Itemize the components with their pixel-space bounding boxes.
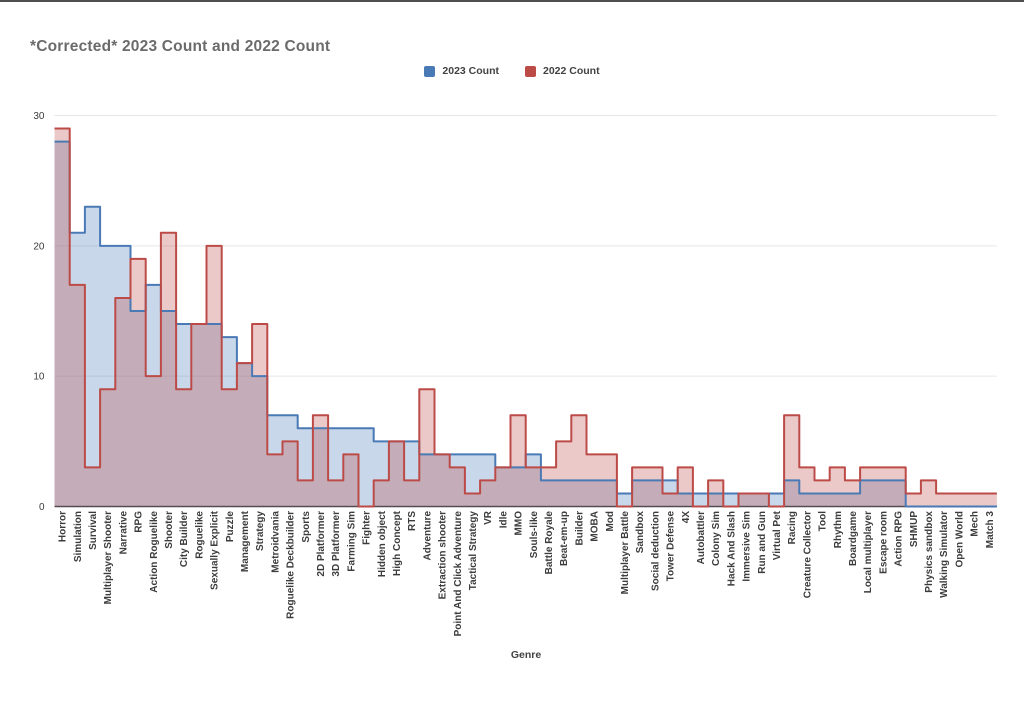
y-tick-label: 30 [33, 111, 45, 122]
x-tick-label: Racing [787, 511, 798, 544]
legend-item-2023: 2023 Count [424, 65, 499, 77]
x-tick-label: MMO [514, 511, 525, 536]
legend-label-2023: 2023 Count [442, 65, 499, 77]
x-tick-label: Survival [88, 511, 99, 550]
y-tick-label: 20 [33, 241, 45, 252]
x-tick-label: Battle Royale [544, 511, 555, 575]
x-tick-label: Management [240, 510, 251, 572]
x-tick-label: Physics sandbox [924, 511, 935, 593]
x-tick-label: Multiplayer Battle [620, 511, 631, 595]
x-tick-label: Walking Simulator [939, 511, 950, 598]
x-tick-label: Souls-like [529, 511, 540, 559]
x-tick-label: Tower Defense [666, 511, 677, 582]
x-tick-label: Social deduction [650, 511, 661, 591]
legend-label-2022: 2022 Count [543, 65, 600, 77]
x-tick-label: Mech [970, 511, 981, 537]
x-tick-label: High Concept [392, 510, 403, 576]
stepped-area-chart[interactable]: 0 10 20 30 Horror Simulation Survival Multiplay… [0, 0, 1024, 660]
x-tick-label: Point And Click Adventure [453, 511, 464, 637]
x-tick-label: RTS [407, 511, 418, 531]
x-tick-label: Builder [574, 511, 585, 546]
x-tick-label: Narrative [118, 511, 129, 555]
x-tick-label: Escape room [878, 511, 889, 574]
x-tick-label: Tactical Strategy [468, 511, 479, 591]
x-tick-label: Shooter [164, 511, 175, 549]
x-tick-label: Boardgame [848, 511, 859, 566]
y-tick-label: 10 [33, 372, 45, 383]
x-tick-label: Virtual Pet [772, 510, 783, 560]
x-tick-label: 3D Platformer [331, 511, 342, 577]
x-tick-label: RPG [134, 511, 145, 533]
x-tick-label: Multiplayer Shooter [103, 511, 114, 604]
x-tick-label: Sandbox [635, 511, 646, 554]
x-tick-label: Idle [498, 511, 509, 529]
x-tick-label: Action Roguelike [149, 511, 160, 593]
x-tick-label: Roguelike [194, 511, 205, 559]
window-top-edge [0, 0, 1024, 2]
legend-swatch-2022-icon [525, 65, 536, 77]
x-tick-label: Strategy [255, 511, 266, 551]
x-tick-label: Sports [301, 511, 312, 543]
legend-item-2022: 2022 Count [525, 65, 600, 77]
x-tick-label: Horror [58, 511, 69, 542]
chart-legend: 2023 Count 2022 Count [0, 65, 1024, 77]
x-tick-label: Rhythm [833, 511, 844, 548]
series-line-2022-count [54, 127, 997, 508]
x-tick-label: Autobattler [696, 511, 707, 564]
x-tick-label: Mod [605, 511, 616, 532]
x-tick-label: Simulation [73, 511, 84, 562]
x-tick-label: Roguelike Deckbuilder [286, 511, 297, 619]
chart-title: *Corrected* 2023 Count and 2022 Count [30, 38, 331, 56]
x-tick-label: Immersive Sim [742, 511, 753, 582]
x-tick-label: Open World [954, 511, 965, 567]
x-tick-label: Extraction shooter [438, 511, 449, 599]
x-tick-label: Sexually Explicit [210, 510, 221, 590]
x-tick-label: Beat-em-up [559, 511, 570, 566]
x-tick-label: Metroidvania [270, 511, 281, 573]
legend-swatch-2023-icon [424, 65, 436, 77]
x-tick-label: Farming Sim [346, 511, 357, 572]
x-tick-label: VR [483, 510, 494, 525]
x-tick-label: Run and Gun [757, 511, 768, 574]
x-tick-label: Local multiplayer [863, 511, 874, 593]
x-tick-label: Hidden object [377, 510, 388, 577]
x-tick-label: Creature Collector [802, 511, 813, 598]
x-tick-label: Hack And Slash [726, 511, 737, 586]
y-tick-label: 0 [39, 502, 45, 513]
x-tick-label: Match 3 [985, 511, 996, 549]
x-tick-label: SHMUP [909, 511, 920, 547]
x-tick-label: Action RPG [894, 511, 905, 567]
x-tick-label: City Builder [179, 511, 190, 567]
x-tick-label: Tool [818, 511, 829, 532]
x-tick-label: MOBA [590, 511, 601, 542]
x-tick-label: Colony Sim [711, 511, 722, 566]
x-tick-label: 2D Platformer [316, 511, 327, 577]
x-tick-label: Adventure [422, 511, 433, 561]
x-tick-label: Fighter [362, 511, 373, 545]
x-axis-title: Genre [510, 649, 542, 661]
x-tick-label: Puzzle [225, 511, 236, 543]
x-tick-label: 4X [681, 511, 692, 524]
